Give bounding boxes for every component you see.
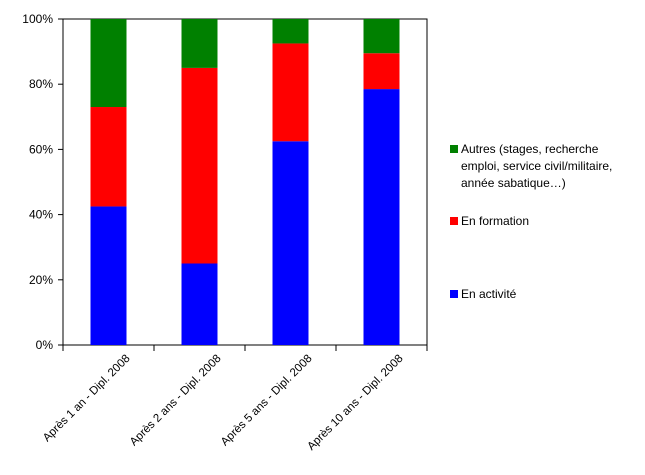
bar-segment-en-formation	[272, 43, 309, 142]
legend-label-line: En activité	[461, 287, 517, 301]
bar-segment-en-activite	[90, 206, 127, 345]
bar-segment-en-activite	[272, 141, 309, 345]
bar-segment-en-activite	[181, 263, 218, 345]
legend-label-line: Autres (stages, recherche	[461, 142, 599, 156]
legend-label-line: emploi, service civil/militaire,	[461, 159, 612, 173]
legend-label: En activité	[461, 287, 517, 301]
bar-segment-autres	[272, 19, 309, 44]
legend-label-line: En formation	[461, 214, 529, 228]
y-tick-label: 40%	[29, 208, 53, 222]
y-tick-label: 100%	[22, 12, 53, 26]
x-tick-label: Après 2 ans - Dipl. 2008	[128, 353, 224, 449]
legend-swatch	[450, 290, 458, 298]
bar-segment-en-formation	[181, 67, 218, 264]
y-tick-label: 60%	[29, 142, 53, 156]
bar-segment-en-formation	[90, 107, 127, 207]
legend-swatch	[450, 217, 458, 225]
x-tick-label: Après 1 an - Dipl. 2008	[41, 353, 133, 445]
y-tick-label: 80%	[29, 77, 53, 91]
y-tick-label: 20%	[29, 273, 53, 287]
bar-segment-autres	[181, 19, 218, 68]
bar-segment-autres	[363, 19, 400, 54]
legend-label: En formation	[461, 214, 529, 228]
legend-swatch	[450, 145, 458, 153]
x-tick-label: Après 10 ans - Dipl. 2008	[305, 353, 405, 453]
bar-segment-en-activite	[363, 89, 400, 345]
bar-segment-en-formation	[363, 53, 400, 90]
legend-label-line: année sabatique…)	[461, 176, 566, 190]
legend-label: Autres (stages, recherche emploi, service…	[461, 142, 612, 190]
bar-segment-autres	[90, 19, 127, 108]
x-tick-label: Après 5 ans - Dipl. 2008	[219, 353, 315, 449]
y-tick-label: 0%	[36, 338, 54, 352]
